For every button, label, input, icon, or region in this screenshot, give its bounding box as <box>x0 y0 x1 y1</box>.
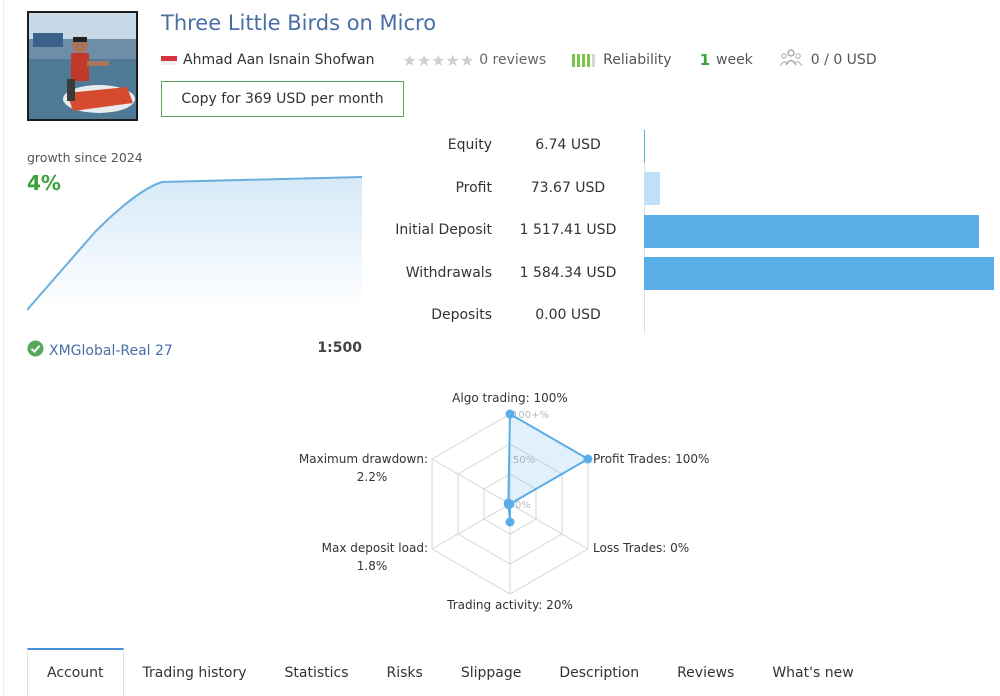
check-shield-icon <box>27 340 44 361</box>
radar-spoke-3 <box>509 503 589 550</box>
reviews-count[interactable]: 0 reviews <box>479 52 547 68</box>
growth-line <box>27 176 363 311</box>
signal-age-value: 1 <box>699 51 710 69</box>
stat-label-equity: Equity <box>447 137 492 153</box>
stat-label-deposits: Deposits <box>431 307 492 323</box>
radar-spoke-6 <box>431 458 511 505</box>
signal-title[interactable]: Three Little Birds on Micro <box>161 11 437 35</box>
tab-account[interactable]: Account <box>27 648 124 696</box>
radar-label-max-deposit-load: Max deposit load: <box>322 541 428 555</box>
subscribers-value: 0 / 0 USD <box>810 52 877 68</box>
author-name[interactable]: Ahmad Aan Isnain Shofwan <box>183 52 375 68</box>
radar-value-maximum-drawdown: 2.2% <box>357 470 388 484</box>
reliability-label: Reliability <box>603 52 672 68</box>
stat-bar-equity <box>644 130 646 163</box>
growth-area <box>27 177 362 310</box>
signal-age-unit: week <box>716 52 753 68</box>
stat-label-withdrawals: Withdrawals <box>405 265 492 281</box>
broker-row[interactable]: XMGlobal-Real 27 <box>27 340 173 361</box>
stat-value-deposits: 0.00 USD <box>535 307 601 323</box>
stat-label-initial-deposit: Initial Deposit <box>395 222 492 238</box>
tab-statistics[interactable]: Statistics <box>284 665 349 681</box>
radar-point-2 <box>583 454 593 464</box>
tab-slippage[interactable]: Slippage <box>460 665 522 681</box>
growth-chart <box>27 176 363 311</box>
radar-scale-50: 50% <box>513 455 535 466</box>
broker-name[interactable]: XMGlobal-Real 27 <box>49 342 173 359</box>
people-icon <box>779 48 803 72</box>
radar-label-maximum-drawdown: Maximum drawdown: <box>299 452 428 466</box>
radar-points <box>503 409 593 527</box>
rating-stars-icon: ★★★★★ <box>402 50 475 70</box>
signal-bars-icon <box>572 53 596 67</box>
stat-bar-profit <box>644 172 661 205</box>
stat-value-equity: 6.74 USD <box>535 137 601 153</box>
risk-radar-chart: 100+% 50% 0% Algo trading: 100% Profit T… <box>299 391 709 612</box>
growth-label: growth since 2024 <box>27 150 143 165</box>
radar-scale-0: 0% <box>515 500 531 511</box>
stat-value-profit: 73.67 USD <box>530 180 606 196</box>
tab-risks[interactable]: Risks <box>386 665 423 681</box>
stat-bar-withdrawals <box>644 257 994 290</box>
tab-description[interactable]: Description <box>559 665 640 681</box>
radar-value-max-deposit-load: 1.8% <box>357 559 388 573</box>
author-avatar[interactable] <box>27 11 138 121</box>
signal-meta-row: Ahmad Aan Isnain Shofwan ★★★★★ 0 reviews… <box>161 49 877 71</box>
tab-bar: Account Trading history Statistics Risks… <box>27 648 873 696</box>
stat-value-initial-deposit: 1 517.41 USD <box>519 222 617 238</box>
growth-value: 4% <box>27 171 61 195</box>
copy-signal-button[interactable]: Copy for 369 USD per month <box>161 81 404 117</box>
radar-label-trading-activity: Trading activity: 20% <box>446 598 573 612</box>
radar-label-profit-trades: Profit Trades: 100% <box>593 452 709 466</box>
stat-label-profit: Profit <box>455 180 492 196</box>
stat-value-withdrawals: 1 584.34 USD <box>519 265 617 281</box>
radar-point-1 <box>505 409 515 419</box>
radar-label-loss-trades: Loss Trades: 0% <box>593 541 689 555</box>
leverage-value: 1:500 <box>317 340 362 356</box>
indonesia-flag-icon <box>161 55 177 65</box>
tab-trading-history[interactable]: Trading history <box>142 665 247 681</box>
radar-point-4 <box>505 517 515 527</box>
page-border <box>3 0 4 696</box>
radar-spoke-5 <box>431 503 511 550</box>
stat-bar-initial-deposit <box>644 215 980 248</box>
radar-label-algo-trading: Algo trading: 100% <box>452 391 568 405</box>
tab-reviews[interactable]: Reviews <box>677 665 735 681</box>
radar-scale-100: 100+% <box>512 410 549 421</box>
radar-point-6 <box>503 498 513 508</box>
tab-whats-new[interactable]: What's new <box>772 665 854 681</box>
